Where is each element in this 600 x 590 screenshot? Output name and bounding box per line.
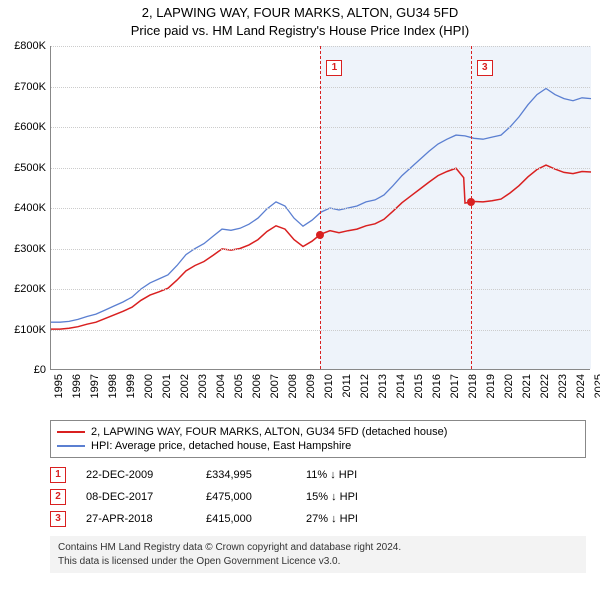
x-tick-label: 2009 — [305, 374, 317, 398]
y-tick-label: £600K — [14, 121, 46, 133]
transaction-dot — [467, 198, 475, 206]
footer-line: This data is licensed under the Open Gov… — [58, 555, 578, 569]
x-tick-label: 1999 — [125, 374, 137, 398]
x-tick-label: 2021 — [521, 374, 533, 398]
transaction-date: 27-APR-2018 — [86, 513, 186, 525]
legend-label: 2, LAPWING WAY, FOUR MARKS, ALTON, GU34 … — [91, 426, 447, 438]
x-tick-label: 2008 — [287, 374, 299, 398]
chart-area: £0£100K£200K£300K£400K£500K£600K£700K£80… — [0, 46, 600, 416]
y-tick-label: £0 — [34, 364, 46, 376]
transaction-date: 22-DEC-2009 — [86, 469, 186, 481]
y-tick-label: £800K — [14, 40, 46, 52]
x-tick-label: 2023 — [557, 374, 569, 398]
transaction-marker: 1 — [50, 467, 66, 483]
x-tick-label: 2019 — [485, 374, 497, 398]
x-tick-label: 2024 — [575, 374, 587, 398]
x-tick-label: 2018 — [467, 374, 479, 398]
y-tick-label: £700K — [14, 81, 46, 93]
title-address: 2, LAPWING WAY, FOUR MARKS, ALTON, GU34 … — [0, 4, 600, 22]
y-axis: £0£100K£200K£300K£400K£500K£600K£700K£80… — [0, 46, 50, 370]
x-tick-label: 2006 — [251, 374, 263, 398]
x-tick-label: 2003 — [197, 374, 209, 398]
transaction-price: £475,000 — [206, 491, 286, 503]
x-tick-label: 2004 — [215, 374, 227, 398]
x-tick-label: 2012 — [359, 374, 371, 398]
table-row: 1 22-DEC-2009 £334,995 11% ↓ HPI — [50, 464, 586, 486]
x-tick-label: 2025 — [593, 374, 600, 398]
transaction-vline — [320, 46, 321, 369]
transaction-vline — [471, 46, 472, 369]
table-row: 3 27-APR-2018 £415,000 27% ↓ HPI — [50, 508, 586, 530]
transaction-diff: 11% ↓ HPI — [306, 469, 396, 481]
transaction-marker: 1 — [326, 60, 342, 76]
transaction-marker: 3 — [477, 60, 493, 76]
transaction-price: £415,000 — [206, 513, 286, 525]
transaction-diff: 27% ↓ HPI — [306, 513, 396, 525]
footer-line: Contains HM Land Registry data © Crown c… — [58, 541, 578, 555]
table-row: 2 08-DEC-2017 £475,000 15% ↓ HPI — [50, 486, 586, 508]
x-tick-label: 2011 — [341, 374, 353, 398]
x-tick-label: 2005 — [233, 374, 245, 398]
x-tick-label: 2016 — [431, 374, 443, 398]
x-tick-label: 2015 — [413, 374, 425, 398]
transaction-diff: 15% ↓ HPI — [306, 491, 396, 503]
y-tick-label: £100K — [14, 324, 46, 336]
x-tick-label: 2001 — [161, 374, 173, 398]
transaction-date: 08-DEC-2017 — [86, 491, 186, 503]
title-subtitle: Price paid vs. HM Land Registry's House … — [0, 22, 600, 40]
y-tick-label: £400K — [14, 202, 46, 214]
x-tick-label: 2013 — [377, 374, 389, 398]
transaction-dot — [316, 231, 324, 239]
x-tick-label: 2020 — [503, 374, 515, 398]
legend-item: HPI: Average price, detached house, East… — [57, 439, 579, 453]
x-tick-label: 2022 — [539, 374, 551, 398]
transactions-table: 1 22-DEC-2009 £334,995 11% ↓ HPI 2 08-DEC-201… — [50, 464, 586, 530]
x-tick-label: 2017 — [449, 374, 461, 398]
legend-swatch — [57, 431, 85, 433]
legend: 2, LAPWING WAY, FOUR MARKS, ALTON, GU34 … — [50, 420, 586, 458]
x-tick-label: 2010 — [323, 374, 335, 398]
legend-swatch — [57, 445, 85, 447]
title-block: 2, LAPWING WAY, FOUR MARKS, ALTON, GU34 … — [0, 0, 600, 46]
x-tick-label: 1996 — [71, 374, 83, 398]
plot-area: 13 — [50, 46, 590, 370]
x-tick-label: 1995 — [53, 374, 65, 398]
transaction-price: £334,995 — [206, 469, 286, 481]
transaction-marker: 3 — [50, 511, 66, 527]
y-tick-label: £200K — [14, 283, 46, 295]
legend-item: 2, LAPWING WAY, FOUR MARKS, ALTON, GU34 … — [57, 425, 579, 439]
x-tick-label: 2007 — [269, 374, 281, 398]
x-tick-label: 2014 — [395, 374, 407, 398]
y-tick-label: £500K — [14, 162, 46, 174]
x-tick-label: 2002 — [179, 374, 191, 398]
y-tick-label: £300K — [14, 243, 46, 255]
chart-container: 2, LAPWING WAY, FOUR MARKS, ALTON, GU34 … — [0, 0, 600, 573]
x-tick-label: 1998 — [107, 374, 119, 398]
x-axis: 1995 1996 1997 1998 1999 2000 2001 2002 2003 2004… — [50, 370, 590, 416]
x-tick-label: 1997 — [89, 374, 101, 398]
transaction-marker: 2 — [50, 489, 66, 505]
legend-label: HPI: Average price, detached house, East… — [91, 440, 351, 452]
footer-attribution: Contains HM Land Registry data © Crown c… — [50, 536, 586, 573]
x-tick-label: 2000 — [143, 374, 155, 398]
